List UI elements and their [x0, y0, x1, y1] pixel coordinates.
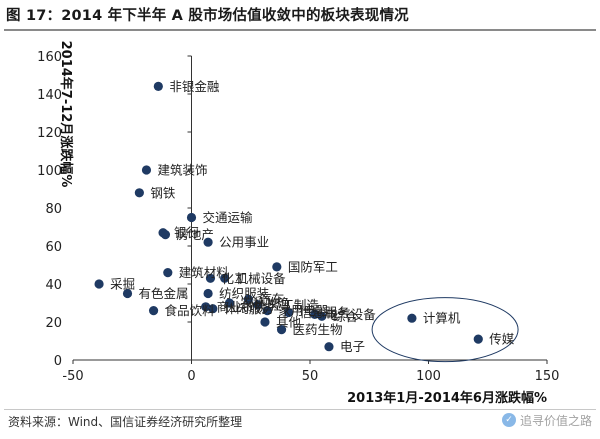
watermark-text: 追寻价值之路 [519, 413, 592, 428]
data-point [310, 309, 320, 319]
data-point [324, 342, 334, 352]
point-label: 电气设备 [326, 307, 377, 322]
y-tick-label: 40 [45, 278, 62, 293]
point-label: 家用电器 [278, 303, 329, 318]
point-label: 轻工制造 [269, 297, 320, 312]
x-tick-label: 150 [535, 369, 560, 384]
point-label: 国防军工 [288, 259, 338, 274]
watermark: ✓ 追寻价值之路 [501, 408, 592, 432]
data-point [201, 302, 211, 312]
data-point [220, 273, 230, 283]
point-label: 建筑材料 [179, 265, 230, 280]
point-label: 公用事业 [219, 235, 269, 250]
data-point [260, 317, 270, 327]
data-point [148, 306, 159, 316]
y-tick-label: 60 [45, 240, 62, 255]
point-label: 银行 [174, 225, 199, 240]
wechat-icon: ✓ [501, 413, 516, 427]
data-point [203, 237, 213, 247]
y-tick-label: 20 [45, 316, 62, 331]
y-tick-labels: 0 20 40 60 80 100 120 140 160 [37, 50, 192, 369]
data-point [473, 334, 483, 344]
data-point [153, 81, 163, 91]
title-divider [4, 29, 596, 31]
x-tick-label: -50 [62, 369, 83, 384]
data-point [317, 311, 327, 321]
y-tick-label: 100 [37, 164, 62, 179]
point-label: 建筑装饰 [157, 163, 207, 178]
highlight-ellipse [371, 297, 519, 363]
point-label: 化工 [221, 271, 246, 286]
point-label: 信息服务 [300, 305, 350, 320]
data-point [276, 325, 287, 335]
point-label: 计算机 [423, 311, 461, 326]
point-label: 商业贸易 [217, 299, 267, 314]
data-point [160, 230, 171, 240]
data-point [203, 288, 213, 299]
y-tick-label: 0 [54, 354, 62, 369]
x-tick-label: 50 [302, 369, 319, 384]
data-point [94, 279, 104, 289]
point-label: 钢铁 [150, 185, 176, 200]
y-tick-label: 80 [45, 202, 62, 217]
point-label: 休闲服务 [224, 301, 274, 316]
y-axis-title: 2014年7-12月涨跌幅% [58, 41, 74, 188]
x-tick-label: 0 [187, 369, 195, 384]
data-point [224, 298, 235, 308]
data-points [94, 81, 483, 352]
data-point [163, 268, 173, 278]
data-point [243, 294, 253, 304]
data-point [141, 165, 152, 175]
x-tick-labels: -50 0 50 100 150 [62, 360, 559, 384]
data-point [134, 188, 144, 198]
data-point [407, 313, 417, 323]
data-point [284, 307, 294, 318]
point-label: 交通运输 [203, 210, 254, 225]
point-label: 有色金属 [139, 286, 189, 301]
point-label: 采掘 [110, 277, 135, 292]
point-label: 农林牧渔 [240, 296, 290, 311]
point-label: 汽车 [259, 292, 284, 307]
data-point [262, 306, 272, 316]
y-tick-label: 160 [37, 50, 62, 65]
source-divider [4, 409, 596, 410]
point-label: 综合 [333, 309, 359, 324]
data-point [122, 288, 133, 299]
data-point [272, 262, 282, 272]
point-label: 电子 [340, 339, 365, 354]
x-tick-label: 100 [416, 369, 441, 384]
data-point [186, 212, 197, 223]
point-label: 其他 [276, 315, 302, 330]
point-label: 食品饮料 [165, 303, 216, 318]
data-point [205, 273, 216, 283]
point-label: 房地产 [176, 227, 214, 242]
data-point [253, 300, 263, 310]
point-label: 机械设备 [236, 271, 287, 286]
data-point [208, 304, 218, 314]
y-tick-label: 120 [37, 126, 62, 141]
x-axis-title: 2013年1月-2014年6月涨跌幅% [347, 390, 547, 406]
point-label: 传媒 [489, 332, 515, 347]
point-label: 医药生物 [293, 322, 343, 337]
source-note: 资料来源：Wind、国信证券经济研究所整理 [8, 415, 243, 429]
point-label: 非银金融 [169, 79, 220, 94]
y-tick-label: 140 [37, 88, 62, 103]
point-label: 纺织服装 [219, 286, 269, 301]
figure-title: 图 17：2014 年下半年 A 股市场估值收敛中的板块表现情况 [6, 8, 409, 24]
